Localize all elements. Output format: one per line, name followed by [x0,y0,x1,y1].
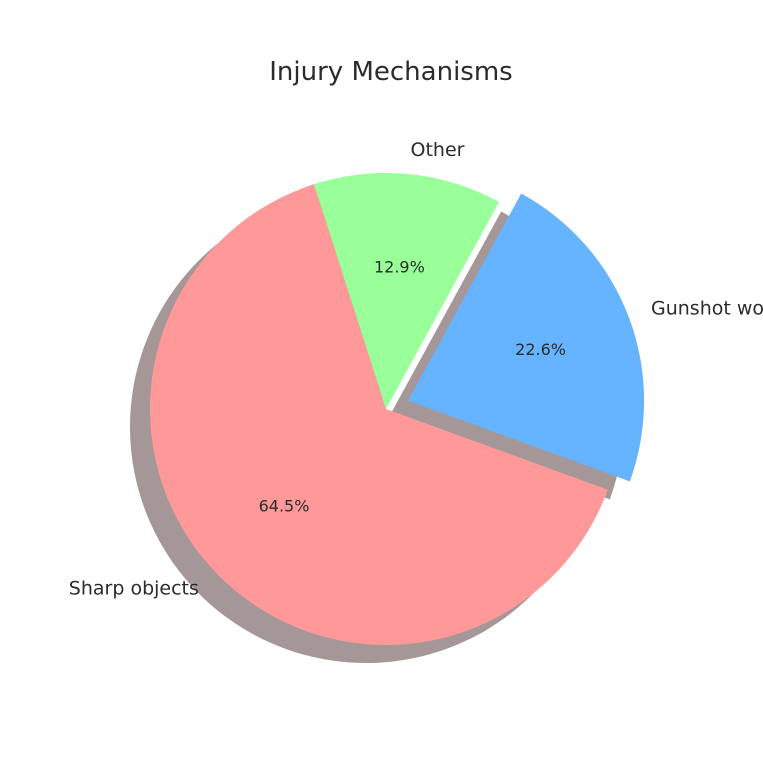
wedge-gunshot-wounds [408,193,645,482]
label-other: Other [411,139,465,161]
wedge-sharp-objects [150,184,608,646]
pct-gunshot-wounds: 22.6% [515,340,566,359]
wedge-layer [150,172,645,646]
label-sharp-objects: Sharp objects [69,578,199,600]
pct-sharp-objects: 64.5% [259,497,310,516]
pct-other: 12.9% [374,258,425,277]
wedge-other [313,172,500,409]
chart-title: Injury Mechanisms [269,57,512,87]
label-gunshot-wounds: Gunshot wounds [651,298,763,320]
label-layer: Gunshot wounds 22.6% Other 12.9% Sharp objec… [69,139,763,599]
